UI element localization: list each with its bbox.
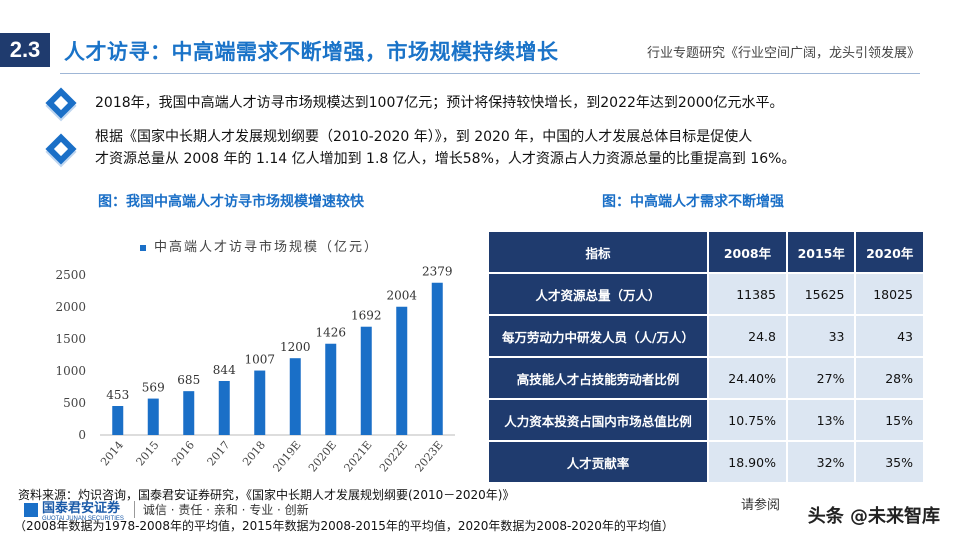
data-label: 1426 [315,326,346,340]
y-tick-label: 0 [78,428,86,442]
legend-swatch [140,244,146,251]
company-logo-icon [24,502,38,517]
x-tick-label: 2020E [306,439,339,475]
table-value-cell: 24.40% [707,356,788,400]
logo-name-cn: 国泰君安证券 [42,501,121,516]
data-label: 1692 [351,309,382,323]
y-tick-label: 2000 [55,300,86,314]
x-tick-label: 2018 [240,439,268,469]
bar [147,398,159,435]
x-tick-label: 2016 [169,439,197,469]
table-value-cell: 15% [854,398,925,442]
bar [396,306,408,435]
bar [218,380,230,435]
x-tick-label: 2021E [341,439,374,475]
source-note: 资料来源：灼识咨询，国泰君安证券研究，《国家中长期人才发展规划纲要(2010－2… [18,488,515,502]
table-header-cell: 2015年 [785,230,857,274]
table-metric-cell: 人才贡献率 [487,440,709,484]
data-label: 2004 [386,289,417,303]
table-header-cell: 2008年 [707,230,788,274]
table-value-cell: 18025 [854,272,925,316]
bar [289,358,301,435]
x-tick-label: 2022E [377,439,410,475]
company-slogan: 诚信 · 责任 · 亲和 · 专业 · 创新 [133,501,309,518]
table-metric-cell: 高技能人才占技能劳动者比例 [487,356,709,400]
logo-name-en: GUOTAI JUNAN SECURITIES [42,516,124,522]
header-divider [60,73,920,74]
y-tick-label: 1000 [55,364,86,378]
x-tick-label: 2014 [98,439,126,469]
data-label: 685 [177,373,200,387]
talent-indicator-table: 指标 2008年 2015年 2020年 人才资源总量（万人） 11385 15… [487,230,925,484]
data-label: 2379 [422,265,453,279]
data-label: 1200 [280,340,311,354]
y-tick-label: 1500 [55,332,86,346]
data-label: 1007 [244,353,275,367]
x-tick-label: 2023E [412,439,445,475]
y-tick-label: 2500 [55,268,86,282]
table-value-cell: 11385 [707,272,788,316]
diamond-bullet-icon [44,132,78,166]
bar [431,282,443,435]
table-value-cell: 33 [785,314,857,358]
table-row: 人才资源总量（万人） 11385 15625 18025 [487,272,925,316]
table-metric-cell: 人才资源总量（万人） [487,272,709,316]
disclaimer-link[interactable]: 请参阅 [740,498,780,513]
bar [360,326,372,435]
x-tick-label: 2019E [270,439,303,475]
page-title: 人才访寻：中高端需求不断增强，市场规模持续增长 [64,40,559,64]
bullet-text-1: 2018年，我国中高端人才访寻市场规模达到1007亿元；预计将保持较快增长，到2… [95,95,784,111]
y-tick-label: 500 [63,396,86,410]
data-label: 569 [142,381,165,395]
table-value-cell: 32% [785,440,857,484]
section-number-badge: 2.3 [0,33,50,67]
table-metric-cell: 每万劳动力中研发人员（人/万人） [487,314,709,358]
table-value-cell: 28% [854,356,925,400]
right-figure-title: 图：中高端人才需求不断增强 [602,194,784,210]
table-row: 每万劳动力中研发人员（人/万人） 24.8 33 43 [487,314,925,358]
table-row: 人力资本投资占国内市场总值比例 10.75% 13% 15% [487,398,925,442]
table-header-cell: 指标 [487,230,709,274]
table-header-row: 指标 2008年 2015年 2020年 [487,230,925,274]
table-value-cell: 15625 [785,272,857,316]
table-value-cell: 35% [854,440,925,484]
table-value-cell: 13% [785,398,857,442]
table-value-cell: 24.8 [707,314,788,358]
bar [325,343,337,435]
table-row: 人才贡献率 18.90% 32% 35% [487,440,925,484]
chart-legend: 中高端人才访寻市场规模（亿元） [140,236,379,255]
table-value-cell: 27% [785,356,857,400]
left-figure-title: 图：我国中高端人才访寻市场规模增速较快 [98,194,364,210]
table-header-cell: 2020年 [854,230,925,274]
bullet-text-2-cont: 才资源总量从 2008 年的 1.14 亿人增加到 1.8 亿人，增长58%，人… [95,151,796,167]
data-period-note: （2008年数据为1978-2008年的平均值，2015年数据为2008-201… [14,519,674,533]
table-value-cell: 10.75% [707,398,788,442]
bar [112,406,124,435]
market-size-bar-chart: 0 500 1000 1500 2000 2500 453 2014 569 2015 685 201… [55,265,455,475]
legend-label: 中高端人才访寻市场规模（亿元） [154,240,380,255]
report-name: 行业专题研究《行业空间广阔，龙头引领发展》 [646,46,920,61]
bar [183,391,195,435]
data-label: 844 [213,363,236,377]
diamond-bullet-icon [44,86,78,120]
table-value-cell: 18.90% [707,440,788,484]
data-label: 453 [106,388,129,402]
bar [254,370,266,435]
x-tick-label: 2017 [205,439,233,469]
table-metric-cell: 人力资本投资占国内市场总值比例 [487,398,709,442]
table-row: 高技能人才占技能劳动者比例 24.40% 27% 28% [487,356,925,400]
watermark: 头条 @未来智库 [807,506,940,527]
table-value-cell: 43 [854,314,925,358]
x-tick-label: 2015 [134,439,162,469]
bullet-text-2: 根据《国家中长期人才发展规划纲要（2010-2020 年）》，到 2020 年，… [95,129,753,145]
footer-logo: 国泰君安证券 GUOTAI JUNAN SECURITIES 诚信 · 责任 ·… [24,497,309,522]
